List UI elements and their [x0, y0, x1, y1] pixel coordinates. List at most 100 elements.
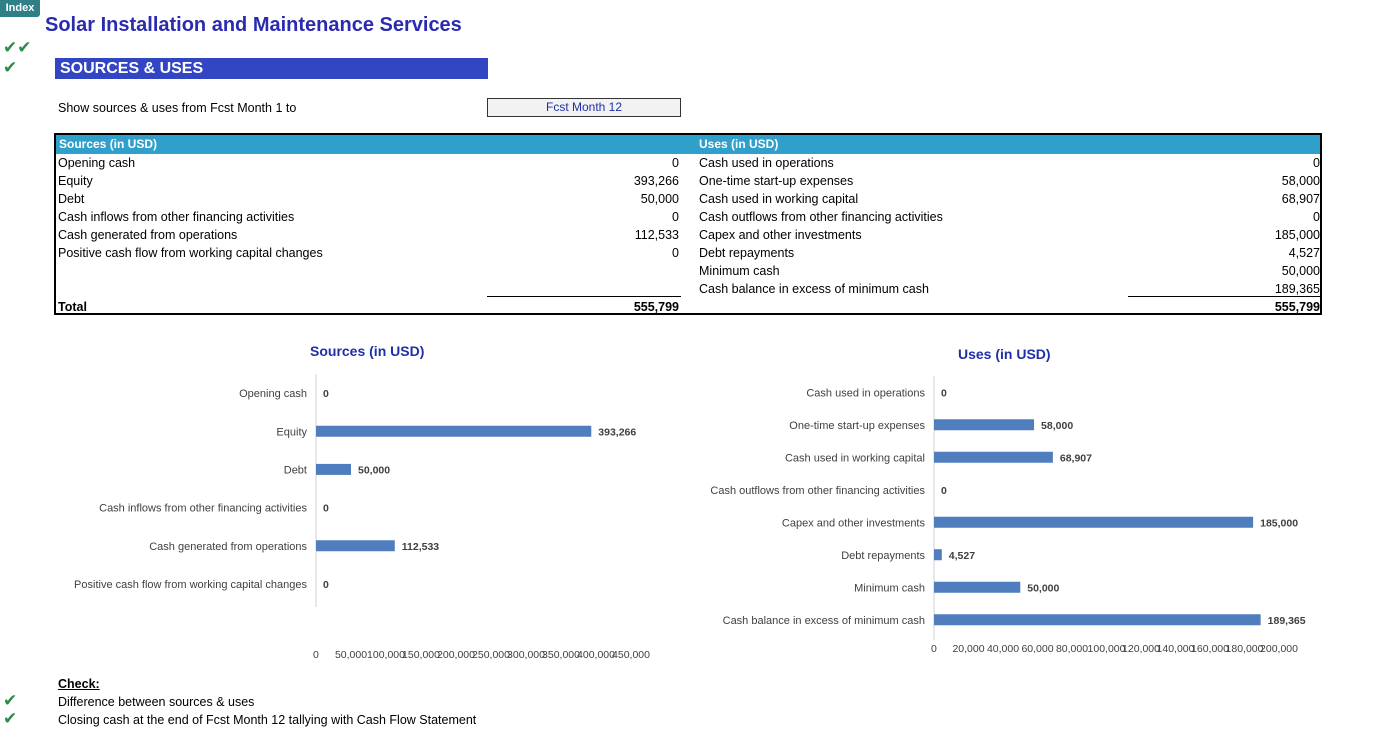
- chart-bar: [934, 419, 1035, 431]
- sources-header: Sources (in USD): [59, 137, 158, 151]
- use-value: 189,365: [1274, 282, 1320, 296]
- chart-category-label: Cash inflows from other financing activi…: [99, 503, 307, 515]
- chart-bar: [934, 614, 1261, 626]
- chart-data-label: 50,000: [358, 464, 390, 476]
- source-value: 393,266: [633, 174, 679, 188]
- check-icon: ✔: [3, 58, 18, 78]
- source-label: Cash generated from operations: [58, 228, 238, 242]
- double-check-icon: ✔✔: [3, 38, 32, 58]
- chart-data-label: 112,533: [402, 541, 440, 553]
- use-label: Capex and other investments: [699, 228, 862, 242]
- use-value: 0: [1313, 156, 1320, 170]
- chart-tick-label: 450,000: [612, 649, 650, 661]
- use-value: 50,000: [1281, 264, 1320, 278]
- check-item: Difference between sources & uses: [58, 695, 255, 709]
- chart-data-label: 185,000: [1260, 517, 1298, 529]
- chart-category-label: Capex and other investments: [782, 517, 926, 529]
- chart-tick-label: 80,000: [1056, 643, 1088, 655]
- uses-header: Uses (in USD): [699, 137, 779, 151]
- chart-tick-label: 100,000: [1088, 643, 1126, 655]
- chart-category-label: Cash used in operations: [806, 387, 925, 399]
- source-label: Positive cash flow from working capital …: [58, 246, 323, 260]
- source-value: 0: [672, 210, 679, 224]
- month-selector[interactable]: Fcst Month 12: [487, 98, 681, 117]
- chart-tick-label: 0: [931, 643, 937, 655]
- uses-total-rule: [1128, 296, 1320, 297]
- source-label: Opening cash: [58, 156, 136, 170]
- chart-tick-label: 40,000: [987, 643, 1019, 655]
- chart-data-label: 0: [941, 387, 947, 399]
- source-value: 112,533: [634, 228, 679, 242]
- chart-category-label: Debt repayments: [841, 550, 925, 562]
- sources-total-rule: [487, 296, 681, 297]
- use-label: Cash used in operations: [699, 156, 834, 170]
- chart-bar: [934, 549, 942, 561]
- sources-total: 555,799: [633, 300, 679, 314]
- uses-total: 555,799: [1274, 300, 1320, 314]
- source-label: Debt: [58, 192, 85, 206]
- chart-data-label: 0: [323, 503, 329, 515]
- source-value: 0: [672, 156, 679, 170]
- chart-category-label: Cash outflows from other financing activ…: [710, 485, 925, 497]
- chart-tick-label: 350,000: [542, 649, 580, 661]
- use-label: Cash used in working capital: [699, 192, 859, 206]
- chart-data-label: 50,000: [1027, 582, 1059, 594]
- chart-data-label: 58,000: [1041, 420, 1073, 432]
- chart-tick-label: 200,000: [1260, 643, 1298, 655]
- chart-tick-label: 160,000: [1191, 643, 1229, 655]
- source-label: Equity: [58, 174, 93, 188]
- chart-data-label: 393,266: [598, 426, 636, 438]
- index-tab[interactable]: Index: [0, 0, 40, 17]
- chart-category-label: Positive cash flow from working capital …: [74, 579, 307, 591]
- chart-bar: [934, 581, 1021, 593]
- chart-category-label: Minimum cash: [854, 582, 925, 594]
- sources-chart: Opening cash 0 Equity 393,266 Debt 50,000 Cash…: [74, 374, 650, 661]
- use-label: One-time start-up expenses: [699, 174, 854, 188]
- use-label: Cash balance in excess of minimum cash: [699, 282, 929, 296]
- chart-bar: [934, 451, 1053, 463]
- chart-category-label: Cash used in working capital: [785, 452, 925, 464]
- check-heading: Check:: [58, 677, 100, 691]
- use-value: 0: [1313, 210, 1320, 224]
- chart-category-label: Debt: [284, 464, 307, 476]
- use-label: Minimum cash: [699, 264, 780, 278]
- chart-tick-label: 120,000: [1122, 643, 1160, 655]
- chart-category-label: Cash generated from operations: [149, 541, 307, 553]
- use-value: 58,000: [1281, 174, 1320, 188]
- source-label: Cash inflows from other financing activi…: [58, 210, 295, 224]
- chart-tick-label: 100,000: [367, 649, 405, 661]
- chart-bar: [316, 425, 592, 437]
- chart-tick-label: 200,000: [437, 649, 475, 661]
- chart-data-label: 0: [323, 388, 329, 400]
- source-value: 50,000: [640, 192, 679, 206]
- total-label: Total: [58, 300, 87, 314]
- period-label: Show sources & uses from Fcst Month 1 to: [58, 101, 297, 115]
- chart-bar: [316, 540, 395, 552]
- chart-data-label: 68,907: [1060, 452, 1092, 464]
- chart-data-label: 189,365: [1268, 615, 1306, 627]
- chart-tick-label: 0: [313, 649, 319, 661]
- check-item: Closing cash at the end of Fcst Month 12…: [58, 713, 477, 727]
- chart-category-label: Equity: [276, 426, 307, 438]
- check-icon: ✔: [3, 691, 18, 711]
- sources-uses-table: Sources (in USD) Uses (in USD) Opening c…: [54, 133, 1322, 315]
- chart-tick-label: 20,000: [952, 643, 984, 655]
- sources-chart-title: Sources (in USD): [310, 343, 425, 359]
- chart-data-label: 4,527: [949, 550, 975, 562]
- chart-bar: [316, 463, 351, 475]
- section-header: SOURCES & USES: [55, 58, 488, 79]
- chart-tick-label: 150,000: [402, 649, 440, 661]
- chart-category-label: Opening cash: [239, 388, 307, 400]
- chart-category-label: One-time start-up expenses: [789, 420, 925, 432]
- chart-tick-label: 400,000: [577, 649, 615, 661]
- use-label: Debt repayments: [699, 246, 795, 260]
- use-value: 4,527: [1288, 246, 1320, 260]
- uses-chart-title: Uses (in USD): [958, 346, 1051, 362]
- chart-bar: [934, 516, 1254, 528]
- chart-tick-label: 300,000: [507, 649, 545, 661]
- chart-tick-label: 250,000: [472, 649, 510, 661]
- chart-tick-label: 60,000: [1021, 643, 1053, 655]
- page-title: Solar Installation and Maintenance Servi…: [45, 14, 462, 36]
- table-header: Sources (in USD) Uses (in USD): [56, 135, 1320, 154]
- chart-tick-label: 50,000: [335, 649, 367, 661]
